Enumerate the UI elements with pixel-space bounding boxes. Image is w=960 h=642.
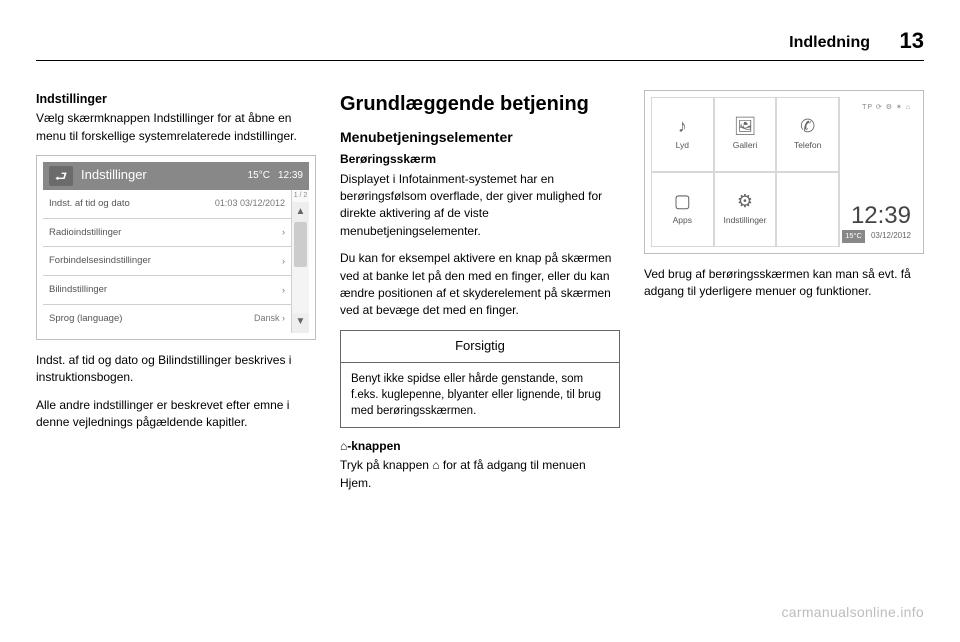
col1-heading: Indstillinger <box>36 90 316 108</box>
home-cell-lyd[interactable]: ♪ Lyd <box>651 97 714 172</box>
settings-scrollbar[interactable]: 1 / 2 ▲ ▼ <box>291 190 309 333</box>
home-cell-label: Lyd <box>676 139 689 151</box>
col1-para2: Indst. af tid og dato og Bilindstillinge… <box>36 352 316 387</box>
settings-row-value: Dansk › <box>254 312 285 325</box>
settings-row[interactable]: Forbindelsesindstillinger › <box>43 247 291 276</box>
settings-row-value: › <box>282 284 285 297</box>
apps-icon: ▢ <box>674 192 691 210</box>
col3-para1: Ved brug af berøringsskærmen kan man så … <box>644 266 924 301</box>
settings-row-label: Bilindstillinger <box>49 283 107 297</box>
scroll-track[interactable] <box>292 222 309 313</box>
home-temp: 15°C <box>842 230 865 243</box>
home-cell-galleri[interactable]: 🖼 Galleri <box>714 97 777 172</box>
header-section-title: Indledning <box>789 34 870 52</box>
header-rule <box>36 60 924 61</box>
home-cell-indstillinger[interactable]: ⚙ Indstillinger <box>714 172 777 247</box>
home-clock: 12:39 <box>851 204 911 228</box>
home-grid: ♪ Lyd 🖼 Galleri ✆ Telefon ▢ <box>651 97 839 247</box>
settings-row-label: Sprog (language) <box>49 312 122 326</box>
col2-h3: Menubetjeningselementer <box>340 127 620 147</box>
music-note-icon: ♪ <box>678 117 687 135</box>
col1-para1: Vælg skærmknappen Indstillinger for at å… <box>36 110 316 145</box>
page-indicator: 1 / 2 <box>292 190 309 202</box>
column-left: Indstillinger Vælg skærmknappen Indstill… <box>36 90 316 582</box>
header-page-number: 13 <box>900 28 924 54</box>
caution-box: Forsigtig Benyt ikke spidse eller hårde … <box>340 330 620 428</box>
gear-icon: ⚙ <box>737 192 753 210</box>
col2-para1: Displayet i Infotainment-systemet har en… <box>340 171 620 241</box>
content-columns: Indstillinger Vælg skærmknappen Indstill… <box>36 90 924 582</box>
settings-row-value: › <box>282 255 285 268</box>
home-sidebar: TP ⟳ ⚙ ✶ ⌂ 12:39 15°C 03/12/2012 <box>839 97 917 247</box>
scroll-thumb[interactable] <box>294 222 307 267</box>
settings-row[interactable]: Sprog (language) Dansk › <box>43 305 291 333</box>
col1-para3: Alle andre indstillinger er beskrevet ef… <box>36 397 316 432</box>
home-date: 03/12/2012 <box>871 230 911 243</box>
settings-row[interactable]: Indst. af tid og dato 01:03 03/12/2012 <box>43 190 291 219</box>
home-screenshot: ♪ Lyd 🖼 Galleri ✆ Telefon ▢ <box>644 90 924 254</box>
scroll-down-icon[interactable]: ▼ <box>292 313 309 333</box>
home-cell-telefon[interactable]: ✆ Telefon <box>776 97 839 172</box>
col2-para2: Du kan for eksempel aktivere en knap på … <box>340 250 620 320</box>
phone-icon: ✆ <box>800 117 815 135</box>
col2-h4: Berøringsskærm <box>340 151 620 168</box>
settings-row-label: Indst. af tid og dato <box>49 197 130 211</box>
settings-row[interactable]: Bilindstillinger › <box>43 276 291 305</box>
home-inner: ♪ Lyd 🖼 Galleri ✆ Telefon ▢ <box>651 97 917 247</box>
settings-screenshot: ⮐ Indstillinger 15°C 12:39 Indst. af tid… <box>36 155 316 340</box>
settings-row-label: Forbindelsesindstillinger <box>49 254 151 268</box>
col2-para3: Tryk på knappen ⌂ for at få adgang til m… <box>340 457 620 492</box>
col2-h4b: ⌂-knappen <box>340 438 620 455</box>
settings-time: 12:39 <box>278 169 303 184</box>
settings-list: Indst. af tid og dato 01:03 03/12/2012 R… <box>43 190 291 333</box>
settings-title: Indstillinger <box>81 166 240 185</box>
settings-row[interactable]: Radioindstillinger › <box>43 219 291 248</box>
settings-row-value: 01:03 03/12/2012 <box>215 197 285 210</box>
column-right: ♪ Lyd 🖼 Galleri ✆ Telefon ▢ <box>644 90 924 582</box>
settings-topbar: ⮐ Indstillinger 15°C 12:39 <box>43 162 309 190</box>
caution-body: Benyt ikke spidse eller hårde genstande,… <box>341 363 619 427</box>
home-cell-apps[interactable]: ▢ Apps <box>651 172 714 247</box>
settings-row-value: › <box>282 226 285 239</box>
scroll-up-icon[interactable]: ▲ <box>292 202 309 222</box>
back-icon[interactable]: ⮐ <box>49 166 73 186</box>
home-cell-label: Galleri <box>733 139 758 151</box>
home-cell-label: Telefon <box>794 139 821 151</box>
gallery-icon: 🖼 <box>734 117 757 135</box>
settings-row-label: Radioindstillinger <box>49 226 121 240</box>
home-cell-label: Apps <box>673 214 692 226</box>
home-cell-empty <box>776 172 839 247</box>
home-cell-label: Indstillinger <box>723 214 766 226</box>
home-dateline: 15°C 03/12/2012 <box>842 230 911 243</box>
caution-title: Forsigtig <box>341 331 619 363</box>
col2-h2: Grundlæggende betjening <box>340 90 620 119</box>
status-icons: TP ⟳ ⚙ ✶ ⌂ <box>862 103 911 113</box>
watermark: carmanualsonline.info <box>782 604 925 620</box>
column-middle: Grundlæggende betjening Menubetjeningsel… <box>340 90 620 582</box>
manual-page: Indledning 13 Indstillinger Vælg skærmkn… <box>0 0 960 642</box>
settings-temp: 15°C <box>248 169 270 184</box>
settings-body: Indst. af tid og dato 01:03 03/12/2012 R… <box>43 190 309 333</box>
